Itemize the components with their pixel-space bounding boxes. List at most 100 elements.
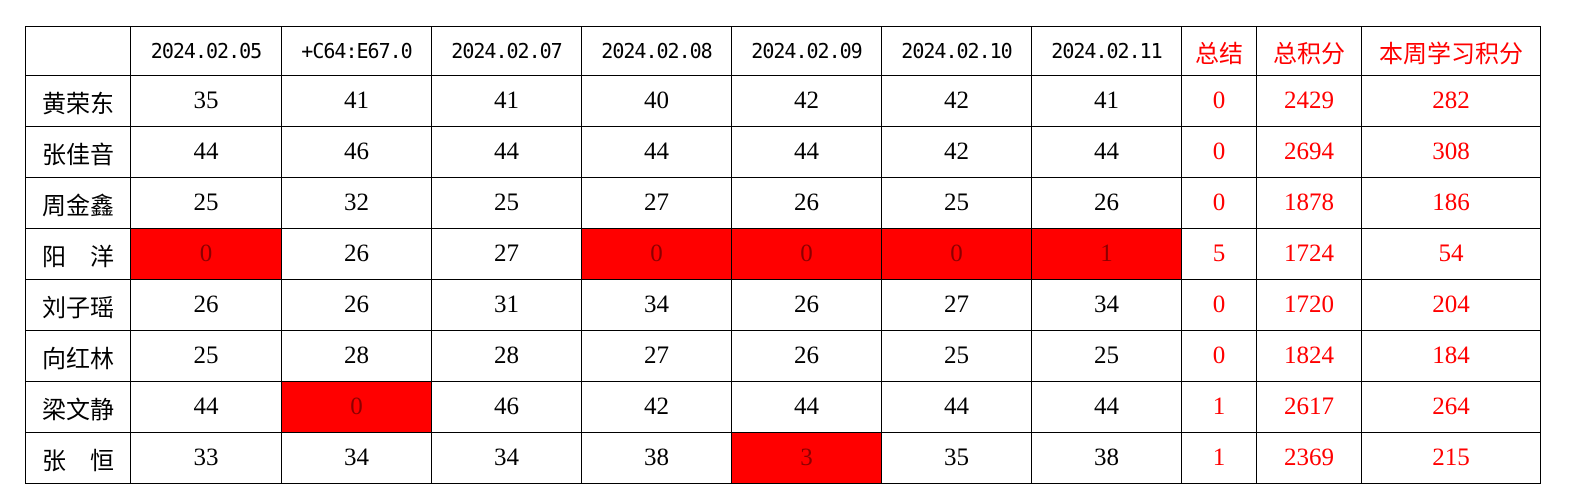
score-cell[interactable]: 26 [1031,177,1182,229]
score-cell[interactable]: 31 [431,279,582,331]
score-cell[interactable]: 0 [731,228,882,280]
score-cell[interactable]: 25 [431,177,582,229]
summary-cell[interactable]: 5 [1181,228,1257,280]
weekly-points-cell[interactable]: 184 [1361,330,1541,382]
score-cell[interactable]: 26 [731,177,882,229]
score-cell[interactable]: 44 [431,126,582,178]
name-cell[interactable]: 梁文静 [25,381,131,433]
column-header[interactable]: 总结 [1181,26,1257,76]
score-cell[interactable]: 46 [431,381,582,433]
score-cell[interactable]: 35 [130,75,282,127]
score-cell[interactable]: 25 [881,330,1032,382]
summary-cell[interactable]: 1 [1181,381,1257,433]
score-cell[interactable]: 42 [731,75,882,127]
column-header[interactable]: 本周学习积分 [1361,26,1541,76]
total-points-cell[interactable]: 2369 [1256,432,1362,484]
weekly-points-cell[interactable]: 186 [1361,177,1541,229]
score-cell[interactable]: 27 [431,228,582,280]
score-cell[interactable]: 44 [130,381,282,433]
score-cell[interactable]: 34 [281,432,432,484]
column-header[interactable]: 2024.02.11 [1031,26,1182,76]
total-points-cell[interactable]: 2617 [1256,381,1362,433]
total-points-cell[interactable]: 1824 [1256,330,1362,382]
score-cell[interactable]: 27 [581,330,732,382]
score-cell[interactable]: 41 [1031,75,1182,127]
weekly-points-cell[interactable]: 264 [1361,381,1541,433]
score-cell[interactable]: 38 [1031,432,1182,484]
score-cell[interactable]: 42 [581,381,732,433]
score-cell[interactable]: 32 [281,177,432,229]
total-points-cell[interactable]: 2429 [1256,75,1362,127]
score-cell[interactable]: 25 [881,177,1032,229]
table-row: 黄荣东 35 41 41 40 42 42 41 0 2429 282 [25,75,1541,127]
summary-cell[interactable]: 0 [1181,126,1257,178]
score-cell[interactable]: 25 [130,330,282,382]
column-header[interactable]: 2024.02.08 [581,26,732,76]
score-cell[interactable]: 44 [1031,126,1182,178]
score-cell[interactable]: 27 [881,279,1032,331]
column-header[interactable]: 2024.02.07 [431,26,582,76]
score-cell[interactable]: 3 [731,432,882,484]
summary-cell[interactable]: 0 [1181,177,1257,229]
score-cell[interactable]: 28 [431,330,582,382]
weekly-points-cell[interactable]: 282 [1361,75,1541,127]
score-cell[interactable]: 0 [881,228,1032,280]
score-cell[interactable]: 34 [1031,279,1182,331]
weekly-points-cell[interactable]: 204 [1361,279,1541,331]
score-cell[interactable]: 41 [281,75,432,127]
name-cell[interactable]: 向红林 [25,330,131,382]
summary-cell[interactable]: 0 [1181,75,1257,127]
score-cell[interactable]: 25 [130,177,282,229]
column-header[interactable]: +C64:E67.0 [281,26,432,76]
score-cell[interactable]: 35 [881,432,1032,484]
name-cell[interactable]: 刘子瑶 [25,279,131,331]
score-cell[interactable]: 44 [731,126,882,178]
score-cell[interactable]: 0 [581,228,732,280]
score-cell[interactable]: 27 [581,177,732,229]
name-cell[interactable]: 黄荣东 [25,75,131,127]
score-cell[interactable]: 42 [881,126,1032,178]
weekly-points-cell[interactable]: 215 [1361,432,1541,484]
name-cell[interactable]: 周金鑫 [25,177,131,229]
column-header[interactable]: 2024.02.05 [130,26,282,76]
score-cell[interactable]: 0 [281,381,432,433]
score-cell[interactable]: 26 [281,228,432,280]
score-cell[interactable]: 44 [581,126,732,178]
total-points-cell[interactable]: 1878 [1256,177,1362,229]
score-cell[interactable]: 26 [731,330,882,382]
name-cell[interactable]: 阳 洋 [25,228,131,280]
score-cell[interactable]: 26 [731,279,882,331]
score-cell[interactable]: 26 [130,279,282,331]
column-header[interactable]: 2024.02.09 [731,26,882,76]
column-header[interactable]: 总积分 [1256,26,1362,76]
score-cell[interactable]: 38 [581,432,732,484]
name-cell[interactable]: 张佳音 [25,126,131,178]
score-cell[interactable]: 42 [881,75,1032,127]
name-cell[interactable]: 张 恒 [25,432,131,484]
summary-cell[interactable]: 0 [1181,279,1257,331]
score-cell[interactable]: 46 [281,126,432,178]
score-cell[interactable]: 34 [431,432,582,484]
score-cell[interactable]: 34 [581,279,732,331]
total-points-cell[interactable]: 1720 [1256,279,1362,331]
weekly-points-cell[interactable]: 54 [1361,228,1541,280]
summary-cell[interactable]: 1 [1181,432,1257,484]
score-cell[interactable]: 25 [1031,330,1182,382]
score-cell[interactable]: 28 [281,330,432,382]
score-cell[interactable]: 1 [1031,228,1182,280]
total-points-cell[interactable]: 2694 [1256,126,1362,178]
weekly-points-cell[interactable]: 308 [1361,126,1541,178]
score-cell[interactable]: 26 [281,279,432,331]
score-cell[interactable]: 40 [581,75,732,127]
score-cell[interactable]: 44 [1031,381,1182,433]
corner-cell[interactable] [25,26,131,76]
column-header[interactable]: 2024.02.10 [881,26,1032,76]
score-cell[interactable]: 44 [731,381,882,433]
score-cell[interactable]: 0 [130,228,282,280]
score-cell[interactable]: 33 [130,432,282,484]
score-cell[interactable]: 41 [431,75,582,127]
total-points-cell[interactable]: 1724 [1256,228,1362,280]
score-cell[interactable]: 44 [881,381,1032,433]
score-cell[interactable]: 44 [130,126,282,178]
summary-cell[interactable]: 0 [1181,330,1257,382]
